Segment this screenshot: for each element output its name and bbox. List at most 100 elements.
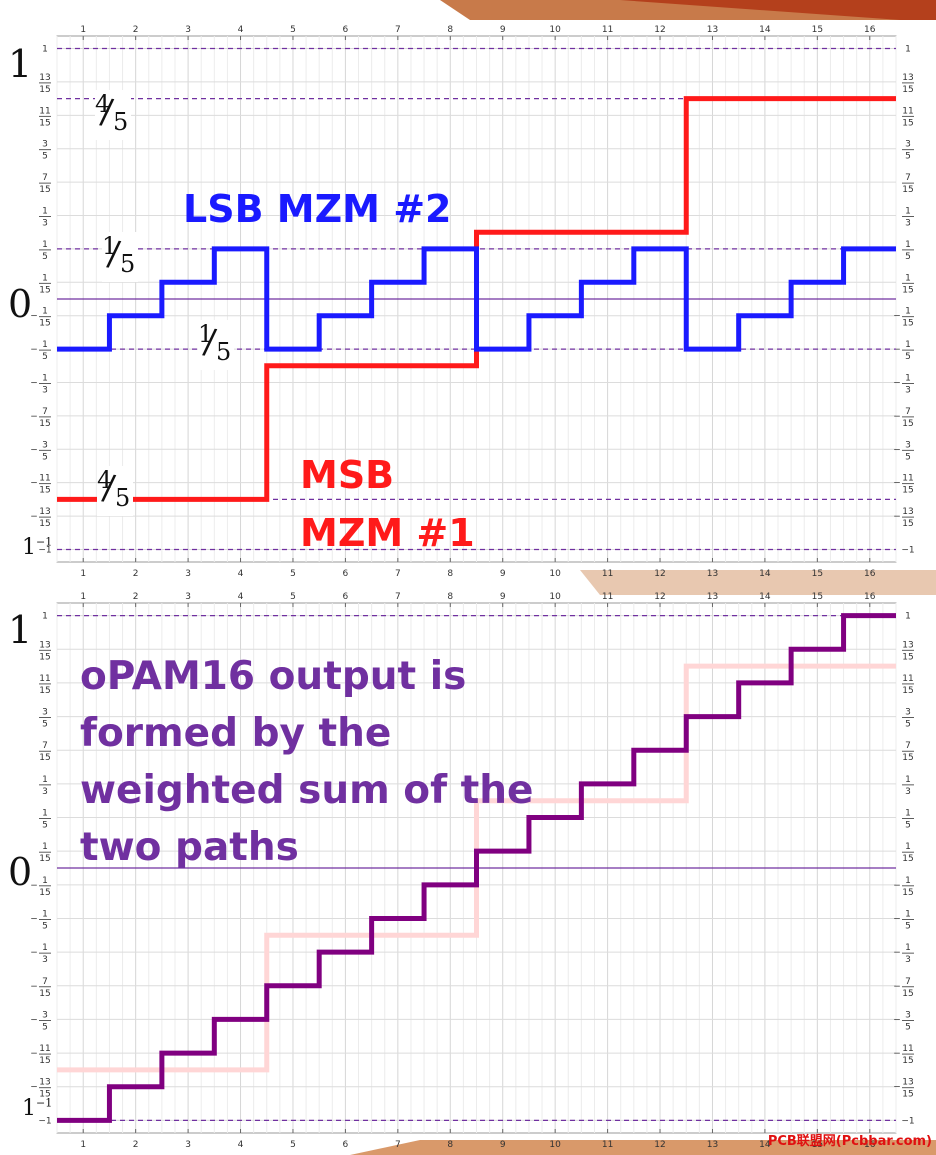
y-tick-num: 11 — [39, 106, 50, 116]
y-tick-label-left: −1 15 — [30, 307, 51, 329]
y-tick-num: 1 — [42, 775, 48, 785]
lsb-mzm-label: LSB MZM #2 — [183, 187, 452, 231]
x-tick-label-top: 16 — [864, 592, 876, 602]
y-tick-num: 7 — [42, 741, 48, 751]
opam16-description: oPAM16 output is formed by the weighted … — [80, 654, 534, 870]
y-tick-num: 1 — [42, 307, 48, 317]
x-tick-label-bottom: 13 — [707, 569, 718, 579]
x-tick-label-bottom: 16 — [864, 1140, 876, 1150]
y-tick-minus: − — [30, 1015, 38, 1025]
y-tick-label-left: −1 15 — [30, 876, 51, 898]
y-tick-minus: − — [30, 312, 38, 322]
y-tick-label-left: 715 — [39, 173, 51, 195]
y-tick-label-left: −7 15 — [30, 407, 51, 429]
y-tick-label-right: 1 — [905, 45, 911, 55]
x-tick-label-top: 10 — [549, 25, 561, 35]
y-tick-den: 15 — [902, 419, 913, 429]
y-tick-num: 1 — [42, 809, 48, 819]
x-tick-label-bottom: 12 — [654, 1140, 665, 1150]
y-tick-label-right: −1 5 — [893, 909, 914, 931]
x-tick-label-top: 16 — [864, 25, 876, 35]
y-tick-label-left: −7 15 — [30, 977, 51, 999]
y-tick-label-right: 715 — [902, 741, 914, 763]
y-tick-text: 1 — [905, 612, 911, 622]
y-tick-label-left: −1 5 — [30, 340, 51, 362]
y-tick-label-right: −1 15 — [893, 876, 914, 898]
x-tick-label-top: 11 — [602, 25, 613, 35]
x-tick-label-top: 9 — [500, 592, 506, 602]
x-tick-label-top: 1 — [80, 592, 86, 602]
y-tick-text: 1 — [42, 612, 48, 622]
y-tick-den: 5 — [905, 720, 911, 730]
x-tick-label-top: 4 — [238, 592, 244, 602]
y-tick-den: 15 — [902, 989, 913, 999]
y-tick-text: −1 — [901, 1116, 914, 1126]
plot1-label-one: 1 — [8, 42, 33, 86]
y-tick-label-right: −1 — [901, 1116, 914, 1126]
y-tick-label-left: 13 — [39, 207, 51, 229]
x-tick-label-bottom: 15 — [812, 1140, 823, 1150]
y-tick-label-left: −1 5 — [30, 909, 51, 931]
y-tick-label-right: −7 15 — [893, 977, 914, 999]
y-tick-label-left: 35 — [39, 708, 51, 730]
plot1-label-minus-one: 1−1 — [22, 535, 53, 560]
y-tick-den: 15 — [39, 989, 50, 999]
y-tick-label-left: −13 15 — [30, 507, 51, 529]
x-tick-label-top: 8 — [447, 25, 453, 35]
y-tick-minus: − — [893, 345, 901, 355]
y-tick-text: 1 — [905, 45, 911, 55]
y-tick-minus: − — [30, 445, 38, 455]
x-tick-label-bottom: 3 — [185, 1140, 191, 1150]
watermark: PCB联盟网(Pcbbar.com) — [767, 1134, 932, 1149]
y-tick-num: 1 — [905, 809, 911, 819]
y-tick-den: 15 — [39, 519, 50, 529]
y-tick-num: 1 — [905, 273, 911, 283]
y-tick-text: −1 — [38, 1116, 51, 1126]
x-tick-label-top: 5 — [290, 25, 296, 35]
y-tick-label-left: −11 15 — [30, 474, 51, 496]
y-tick-num: 3 — [42, 708, 48, 718]
x-tick-label-top: 11 — [602, 592, 613, 602]
y-tick-den: 15 — [39, 185, 50, 195]
y-tick-label-left: −3 5 — [30, 1010, 51, 1032]
y-tick-minus: − — [30, 412, 38, 422]
plot-opam16-output: 1122334455667788991010111112121313141415… — [30, 592, 914, 1150]
y-tick-num: 7 — [42, 173, 48, 183]
y-tick-num: 1 — [905, 909, 911, 919]
x-tick-label-bottom: 5 — [290, 569, 296, 579]
y-tick-den: 3 — [905, 385, 911, 395]
y-tick-num: 3 — [42, 1010, 48, 1020]
y-tick-label-left: −11 15 — [30, 1044, 51, 1066]
y-tick-num: 1 — [42, 273, 48, 283]
y-tick-num: 7 — [42, 407, 48, 417]
y-tick-minus: − — [893, 445, 901, 455]
y-tick-num: 3 — [905, 140, 911, 150]
y-tick-num: 1 — [905, 775, 911, 785]
y-tick-minus: − — [893, 512, 901, 522]
y-tick-den: 5 — [42, 720, 48, 730]
y-tick-num: 11 — [39, 474, 50, 484]
x-tick-label-bottom: 13 — [707, 1140, 718, 1150]
y-tick-den: 15 — [902, 118, 913, 128]
y-tick-den: 15 — [902, 753, 913, 763]
x-tick-label-top: 12 — [654, 25, 665, 35]
y-tick-minus: − — [30, 948, 38, 958]
frac-label-4-5-upper: 4/5 — [95, 90, 131, 140]
y-tick-minus: − — [30, 345, 38, 355]
y-tick-text: −1 — [901, 545, 914, 555]
y-tick-den: 5 — [42, 252, 48, 262]
y-tick-num: 1 — [905, 876, 911, 886]
y-tick-den: 15 — [902, 185, 913, 195]
y-tick-label-left: −1 3 — [30, 373, 51, 395]
y-tick-den: 3 — [42, 787, 48, 797]
x-tick-label-top: 13 — [707, 25, 718, 35]
y-tick-label-right: −11 15 — [893, 1044, 914, 1066]
y-tick-den: 15 — [902, 486, 913, 496]
y-tick-den: 15 — [39, 319, 50, 329]
y-tick-den: 5 — [42, 821, 48, 831]
x-tick-label-bottom: 3 — [185, 569, 191, 579]
